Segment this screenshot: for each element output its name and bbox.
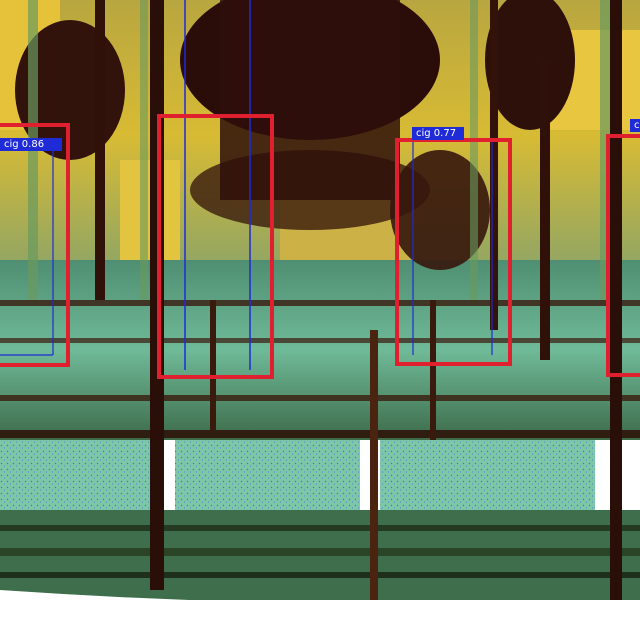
detection-label-bg — [630, 119, 640, 132]
detection-label: cig 0.77 — [416, 128, 457, 139]
detection-box — [606, 134, 640, 377]
detection-label: cig 0.86 — [4, 139, 45, 150]
detection-box — [157, 114, 274, 379]
detection-label-bg — [412, 127, 464, 140]
detection-box — [0, 123, 70, 367]
detection-label: c — [634, 120, 640, 131]
detection-label-bg — [0, 138, 62, 151]
